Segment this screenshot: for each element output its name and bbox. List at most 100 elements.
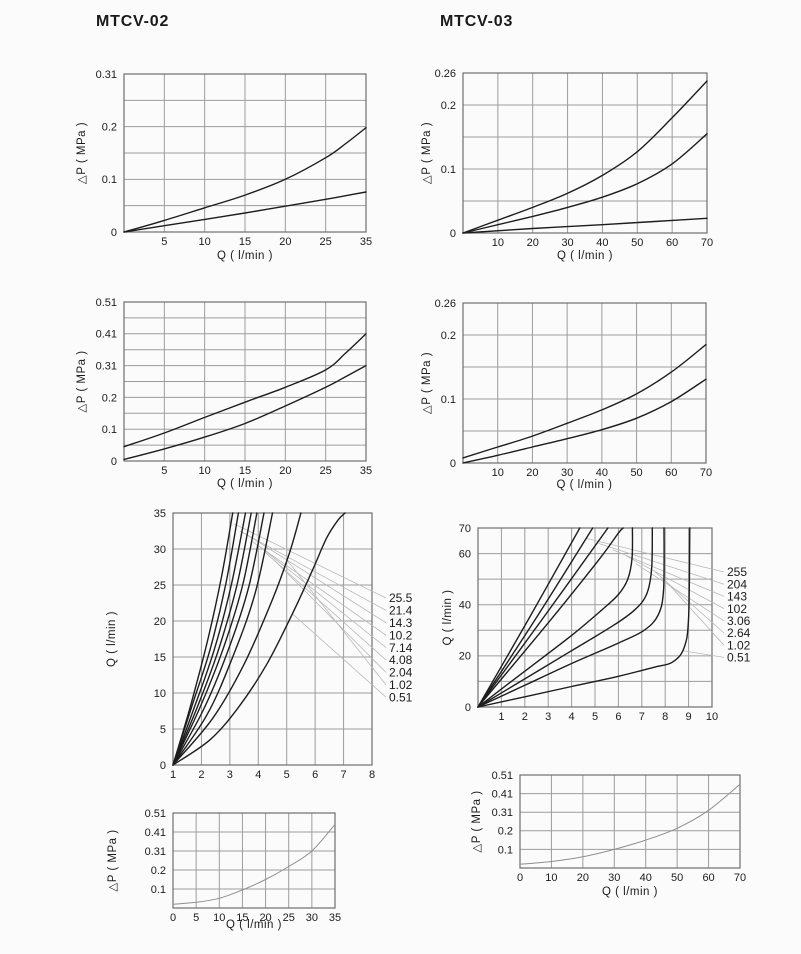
series-upper-curve <box>462 80 708 234</box>
x-tick-label: 20 <box>526 467 538 479</box>
legend-leader-line <box>252 541 387 636</box>
y-axis-label: △P ( MPa ) <box>76 350 88 412</box>
y-tick-label: 0.51 <box>96 297 117 309</box>
tick-labels: 1 2 3 4 5 6 7 8 0 5 10 15 20 25 30 35 <box>154 508 375 781</box>
x-tick-label: 10 <box>545 872 557 884</box>
x-tick-label: 50 <box>630 467 642 479</box>
series-0.51 <box>172 512 346 766</box>
x-tick-label: 40 <box>596 467 608 479</box>
x-tick-label: 10 <box>492 237 504 249</box>
x-tick-label: 5 <box>161 236 167 248</box>
series-upper-curve <box>462 343 707 459</box>
x-tick-label: 6 <box>615 711 621 723</box>
legend-label: 3.06 <box>727 614 751 628</box>
axis-labels: Q ( l/min ) <box>106 611 118 667</box>
y-tick-label: 0.31 <box>145 846 166 858</box>
x-tick-label: 6 <box>312 769 318 781</box>
x-tick-label: 0 <box>170 912 176 924</box>
y-tick-label: 10 <box>154 688 166 700</box>
y-tick-label: 0.2 <box>441 330 456 342</box>
x-tick-label: 20 <box>279 465 291 477</box>
legend-label: 2.64 <box>727 626 751 640</box>
grid <box>477 527 713 708</box>
y-tick-label: 0 <box>465 702 471 714</box>
y-tick-label: 0.41 <box>96 329 117 341</box>
legend-label: 1.02 <box>389 678 413 692</box>
x-axis-label: Q ( l/min ) <box>602 886 658 898</box>
x-tick-label: 30 <box>561 467 573 479</box>
y-tick-label: 0.51 <box>492 770 513 782</box>
series-curve <box>519 783 741 865</box>
y-tick-label: 0.41 <box>145 827 166 839</box>
y-tick-label: 0.41 <box>492 788 513 800</box>
y-tick-label: 0.1 <box>498 844 513 856</box>
y-tick-label: 0.31 <box>492 807 513 819</box>
axis-labels: △P ( MPa ) Q ( l/min ) <box>76 350 272 490</box>
chart-mtcv02-dp-a: 5 10 15 20 25 35 0 0.1 0.2 0.31 △P ( MPa ) Q ( l/mi… <box>76 69 372 262</box>
legend-label: 0.51 <box>727 651 751 665</box>
y-tick-label: 0.1 <box>102 424 117 436</box>
chart-mtcv03-dp-a: 10 20 30 40 50 60 70 0 0.1 0.2 0.26 △P ( MPa ) Q ( l… <box>421 68 713 262</box>
y-tick-label: 0.26 <box>435 298 456 310</box>
x-axis-label: Q ( l/min ) <box>217 250 273 262</box>
y-tick-label: 5 <box>160 724 166 736</box>
legend-leader-line <box>682 650 725 658</box>
curves <box>123 127 367 233</box>
grid <box>462 302 707 464</box>
chart-mtcv03-dp-c: 0 10 20 30 40 50 60 70 0.1 0.2 0.31 0.41 0.51 △P ( MP… <box>471 770 746 898</box>
y-tick-label: 0 <box>111 227 117 239</box>
series-0.51 <box>477 527 691 708</box>
legend-leader-line <box>265 552 387 661</box>
x-tick-label: 35 <box>360 236 372 248</box>
x-tick-label: 20 <box>577 872 589 884</box>
legend-label: 255 <box>727 565 747 579</box>
x-tick-label: 50 <box>671 872 683 884</box>
curves <box>462 80 708 234</box>
series-upper-curve <box>123 127 367 233</box>
y-axis-label: △P ( MPa ) <box>421 122 433 184</box>
y-tick-label: 0.1 <box>441 394 456 406</box>
series-21.4 <box>172 512 240 766</box>
legend-leader-line <box>612 549 725 597</box>
x-tick-label: 15 <box>239 236 251 248</box>
legend: 25.521.414.310.27.144.082.041.020.51 <box>233 523 413 704</box>
grid <box>172 812 336 909</box>
x-tick-label: 10 <box>492 467 504 479</box>
x-tick-label: 4 <box>569 711 575 723</box>
y-tick-label: 0 <box>450 228 456 240</box>
y-axis-label: △P ( MPa ) <box>471 790 483 852</box>
x-tick-label: 8 <box>662 711 668 723</box>
x-tick-label: 60 <box>665 467 677 479</box>
series-lower-curve <box>462 217 708 234</box>
chart-mtcv02-dp-b: 5 10 15 20 25 35 0 0.1 0.2 0.31 0.41 0.51 △P ( MPa )… <box>76 297 372 490</box>
legend-leader-line <box>635 563 725 622</box>
x-tick-label: 70 <box>700 467 712 479</box>
tick-labels: 5 10 15 20 25 35 0 0.1 0.2 0.31 0.41 0.51 <box>96 297 373 477</box>
curves <box>172 512 346 766</box>
y-tick-label: 0.2 <box>441 100 456 112</box>
axis-labels: △P ( MPa ) Q ( l/min ) <box>471 790 658 898</box>
y-tick-label: 30 <box>154 544 166 556</box>
x-tick-label: 0 <box>517 872 523 884</box>
chart-mtcv02-dp-c: 0 5 10 15 20 25 30 35 0.1 0.2 0.31 0.41 0.51 △P ( MPa… <box>107 808 341 931</box>
curves <box>172 824 336 905</box>
y-axis-label: Q ( l/min ) <box>442 590 454 646</box>
y-tick-label: 0.2 <box>151 865 166 877</box>
x-axis-label: Q ( l/min ) <box>226 919 282 931</box>
y-tick-label: 0 <box>111 456 117 468</box>
x-tick-label: 20 <box>259 912 271 924</box>
axis-labels: Q ( l/min ) <box>442 590 454 646</box>
x-tick-label: 1 <box>498 711 504 723</box>
legend-label: 102 <box>727 602 747 616</box>
y-tick-label: 0.2 <box>102 122 117 134</box>
x-tick-label: 35 <box>360 465 372 477</box>
axis-labels: △P ( MPa ) Q ( l/min ) <box>421 352 612 491</box>
x-tick-label: 30 <box>306 912 318 924</box>
curves <box>462 343 707 464</box>
x-tick-label: 30 <box>561 237 573 249</box>
legend-label: 0.51 <box>389 690 413 704</box>
x-tick-label: 2 <box>198 769 204 781</box>
